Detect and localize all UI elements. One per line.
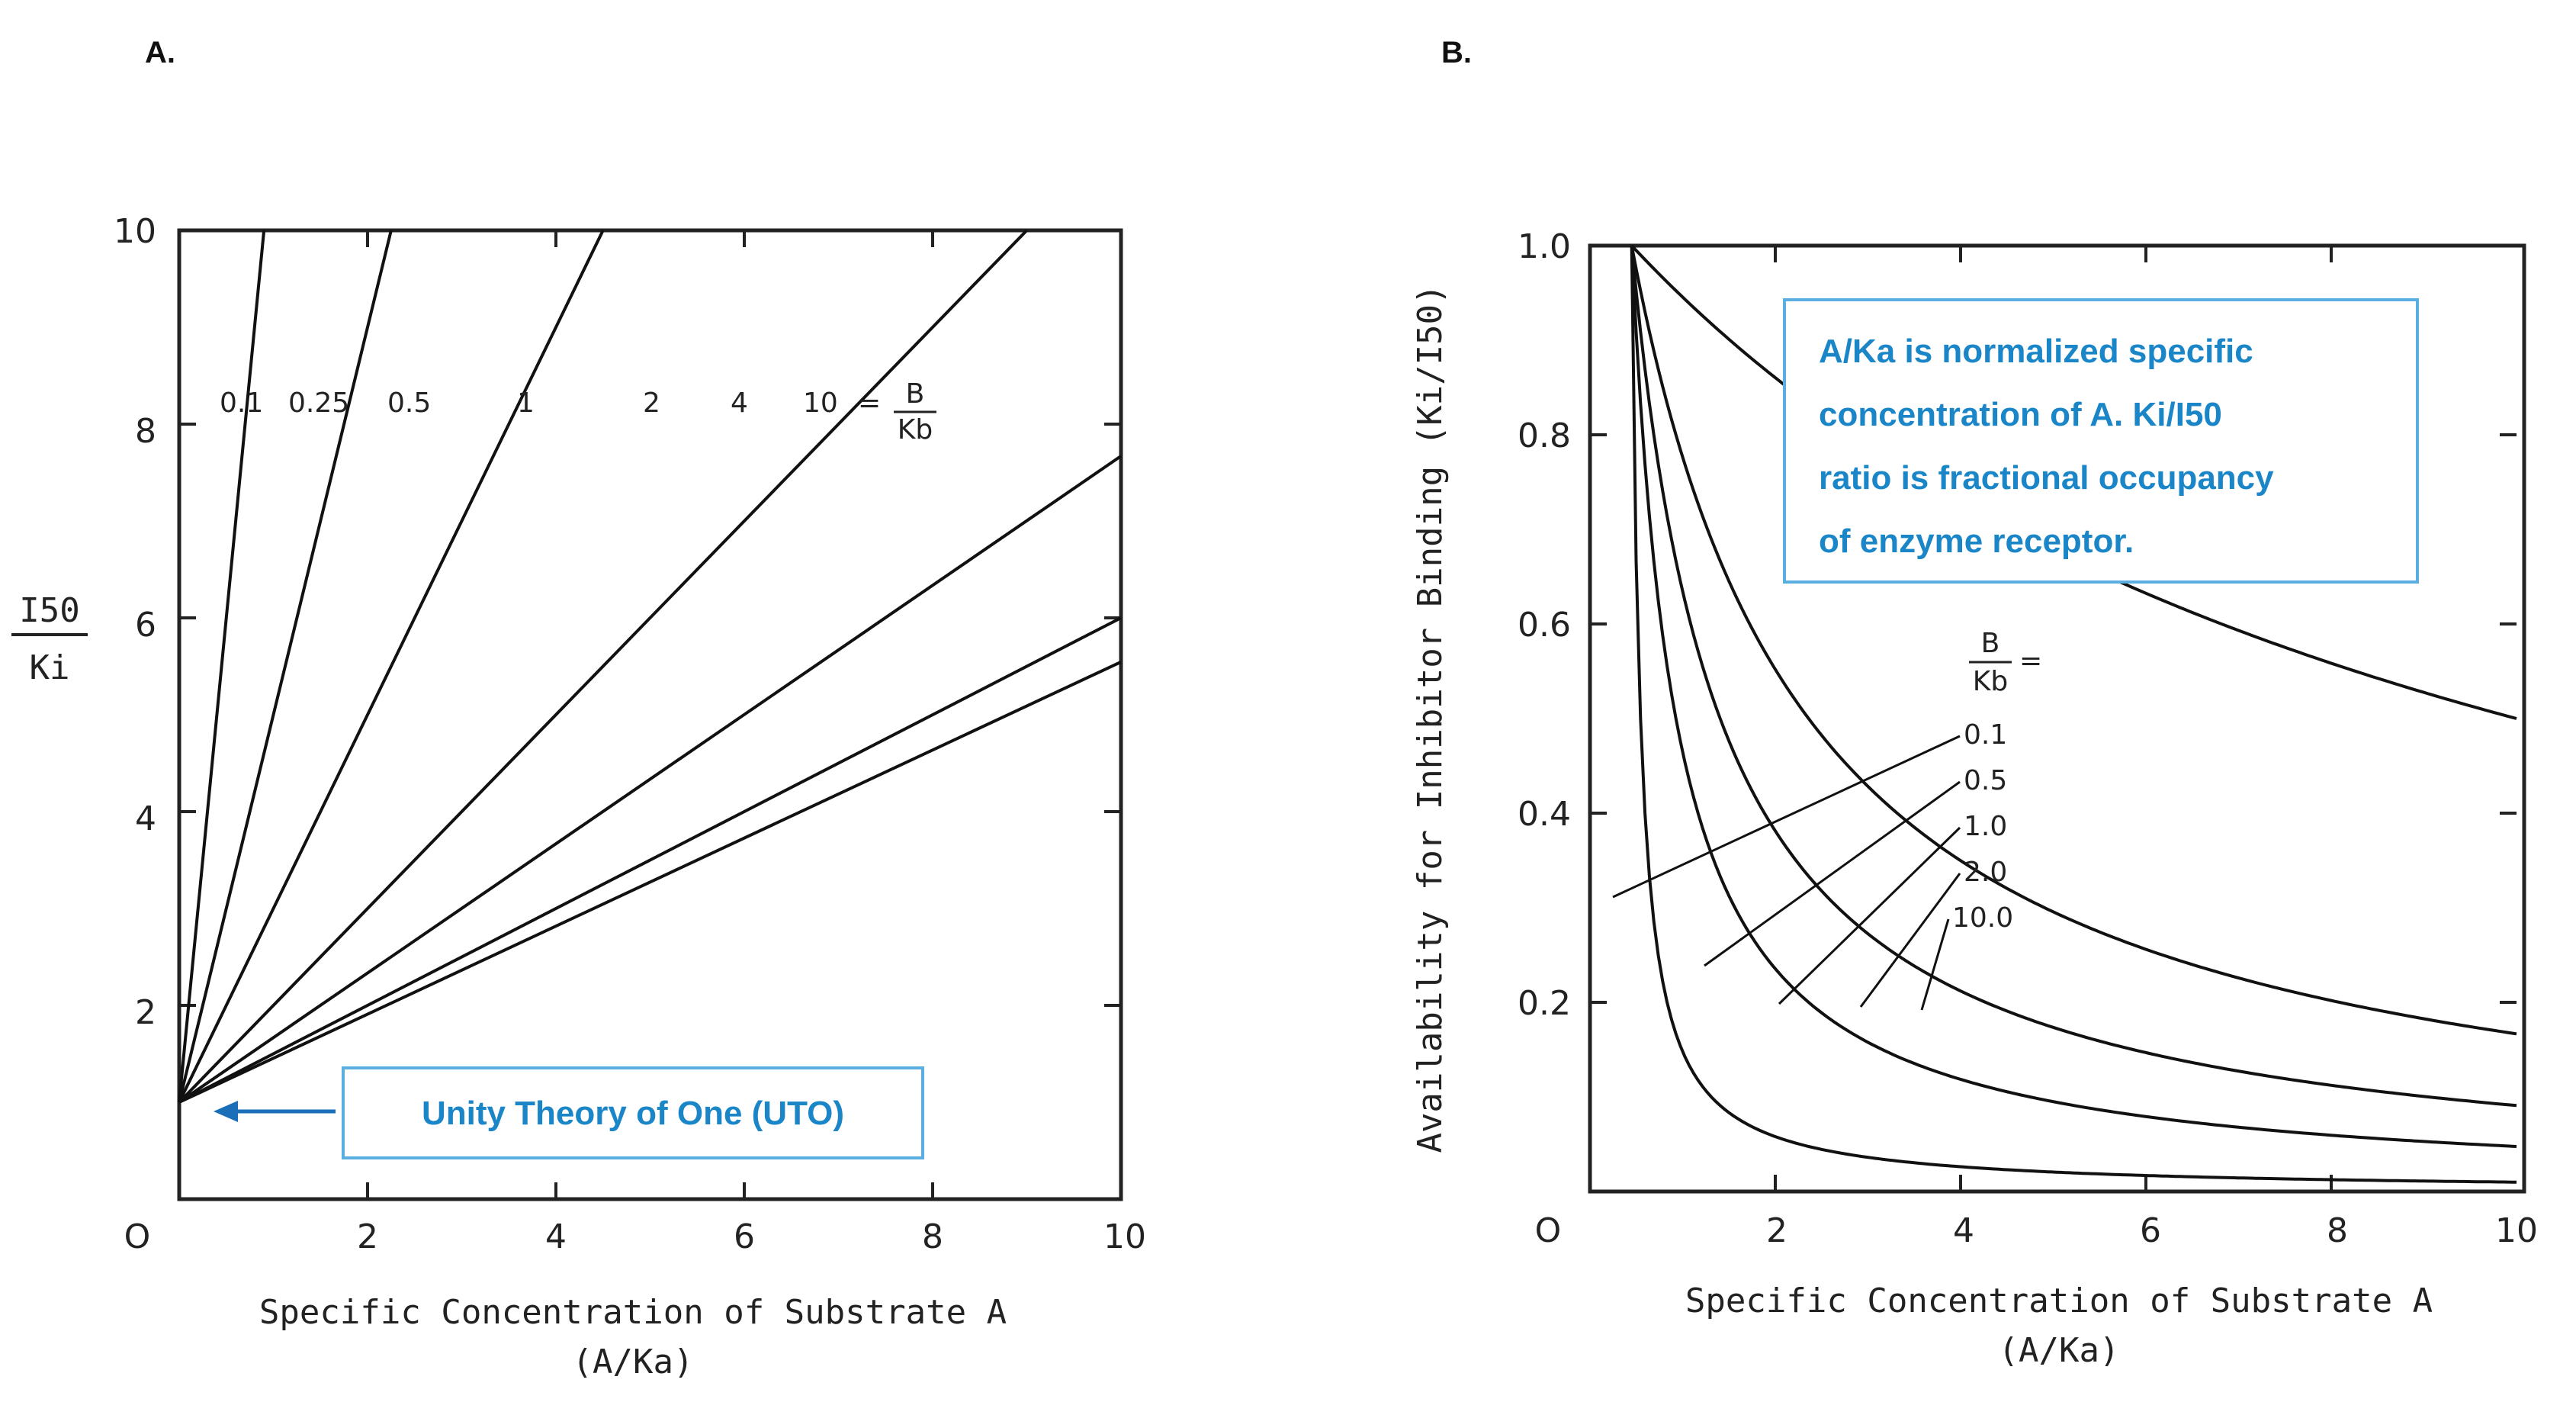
chart-a-curve-label-2: 2 — [643, 388, 660, 419]
chart-a-xtick-6: 6 — [734, 1217, 755, 1256]
chart-b-xtick-2: 2 — [1766, 1211, 1787, 1250]
chart-a-tick-marks — [179, 230, 1121, 1199]
chart-b-ytick-0.8: 0.8 — [1518, 416, 1571, 455]
uto-annotation-box — [342, 1066, 924, 1159]
chart-a-ytick-4: 4 — [135, 799, 156, 838]
uto-annotation-text: Unity Theory of One (UTO) — [422, 1095, 844, 1132]
chart-a-xtick-8: 8 — [922, 1217, 943, 1256]
chart-a-curve-label-0.1: 0.1 — [220, 388, 263, 419]
chart-b-note-line2: concentration of A. Ki/I50 — [1819, 396, 2222, 433]
chart-a-ratio-numerator: B — [906, 378, 925, 410]
chart-b-ytitle: Availability for Inhibitor Binding (Ki/I… — [1411, 284, 1450, 1153]
chart-a-line-2 — [178, 455, 1123, 1104]
chart-b-ytick-0.4: 0.4 — [1518, 795, 1571, 834]
chart-b-plot-frame — [1588, 243, 2526, 1194]
chart-b-legend-item-2.0: 2.0 — [1964, 857, 2007, 888]
chart-a-ytick-2: 2 — [135, 993, 156, 1032]
chart-b-note-line1: A/Ka is normalized specific — [1819, 333, 2253, 370]
chart-a-ratio-equals: = — [858, 388, 881, 419]
chart-b-curve-2.0 — [1630, 245, 2517, 1036]
chart-a-xtitle-line2: (A/Ka) — [573, 1343, 694, 1381]
chart-a-line-0.1 — [178, 230, 266, 1103]
chart-b-ytick-0.6: 0.6 — [1518, 606, 1571, 645]
chart-a-origin-label: O — [124, 1217, 151, 1256]
chart-b-note-line3: ratio is fractional occupancy — [1819, 459, 2274, 497]
chart-b-legend-title-denominator: Kb — [1973, 666, 2008, 697]
chart-b-legend-item-0.1: 0.1 — [1964, 719, 2007, 751]
chart-a-plot-frame — [177, 228, 1123, 1201]
chart-a-curve-label-10: 10 — [803, 388, 838, 419]
chart-a-xtick-10: 10 — [1103, 1217, 1146, 1256]
chart-b-leader-0.5 — [1704, 780, 1961, 967]
chart-a-curve-label-4: 4 — [731, 388, 748, 419]
chart-b-curve-0.5 — [1630, 245, 2517, 1148]
chart-b-curve-1.0 — [1630, 245, 2517, 1108]
panel-b-label: B. — [1441, 36, 1472, 69]
uto-arrow-head — [214, 1101, 238, 1122]
chart-a: 2 4 6 8 10 O 2 4 6 8 10 I50 Ki Specific … — [11, 212, 1146, 1381]
chart-b-xtick-10: 10 — [2495, 1211, 2538, 1250]
chart-b-leader-2.0 — [1859, 873, 1961, 1008]
chart-b-tick-marks — [1590, 246, 2517, 1191]
chart-a-line-10 — [178, 660, 1122, 1104]
chart-a-line-0.25 — [178, 230, 393, 1103]
chart-a-lines — [178, 229, 1123, 1104]
chart-b-leader-0.1 — [1612, 735, 1961, 899]
chart-b-note-box — [1783, 298, 2419, 584]
chart-a-xtitle-line1: Specific Concentration of Substrate A — [259, 1293, 1007, 1332]
chart-b-ytick-0.2: 0.2 — [1518, 984, 1571, 1023]
chart-b-xtitle-line1: Specific Concentration of Substrate A — [1685, 1282, 2433, 1320]
chart-b-legend-title-numerator: B — [1981, 628, 2000, 659]
chart-a-ytick-10: 10 — [114, 212, 156, 251]
chart-b: 0.2 0.4 0.6 0.8 1.0 O 2 4 6 8 10 Availab… — [1411, 227, 2538, 1370]
chart-b-xtick-6: 6 — [2140, 1211, 2161, 1250]
chart-b-xtitle-line2: (A/Ka) — [1999, 1331, 2120, 1370]
chart-b-leader-1.0 — [1778, 826, 1961, 1005]
chart-a-curve-label-0.25: 0.25 — [288, 388, 349, 419]
chart-b-ytick-1.0: 1.0 — [1518, 227, 1571, 266]
chart-b-legend-title-equals: = — [2019, 645, 2042, 677]
chart-b-xtick-8: 8 — [2327, 1211, 2348, 1250]
chart-a-line-1 — [178, 229, 1028, 1104]
chart-a-ytitle-denominator: Ki — [30, 648, 70, 687]
chart-b-legend-item-10.0: 10.0 — [1952, 902, 2013, 934]
chart-a-ratio-denominator: Kb — [898, 414, 933, 445]
chart-a-line-0.5 — [178, 230, 605, 1103]
chart-b-legend-item-0.5: 0.5 — [1964, 765, 2007, 796]
chart-b-leader-10.0 — [1920, 918, 1950, 1011]
panel-a-label: A. — [145, 36, 175, 69]
chart-a-ytick-8: 8 — [135, 412, 156, 451]
chart-a-line-4 — [178, 616, 1122, 1104]
chart-b-curve-0.1 — [1630, 245, 2517, 1184]
chart-b-xtick-4: 4 — [1953, 1211, 1974, 1250]
chart-a-curve-label-1: 1 — [517, 388, 535, 419]
chart-a-xtick-4: 4 — [545, 1217, 567, 1256]
chart-a-xtick-2: 2 — [357, 1217, 378, 1256]
chart-a-curve-label-0.5: 0.5 — [387, 388, 431, 419]
chart-a-ytitle-numerator: I50 — [19, 591, 79, 630]
chart-b-note-line4: of enzyme receptor. — [1819, 523, 2134, 560]
chart-b-legend-item-1.0: 1.0 — [1964, 811, 2007, 842]
chart-a-ytick-6: 6 — [135, 606, 156, 645]
chart-b-origin-label: O — [1535, 1211, 1562, 1250]
